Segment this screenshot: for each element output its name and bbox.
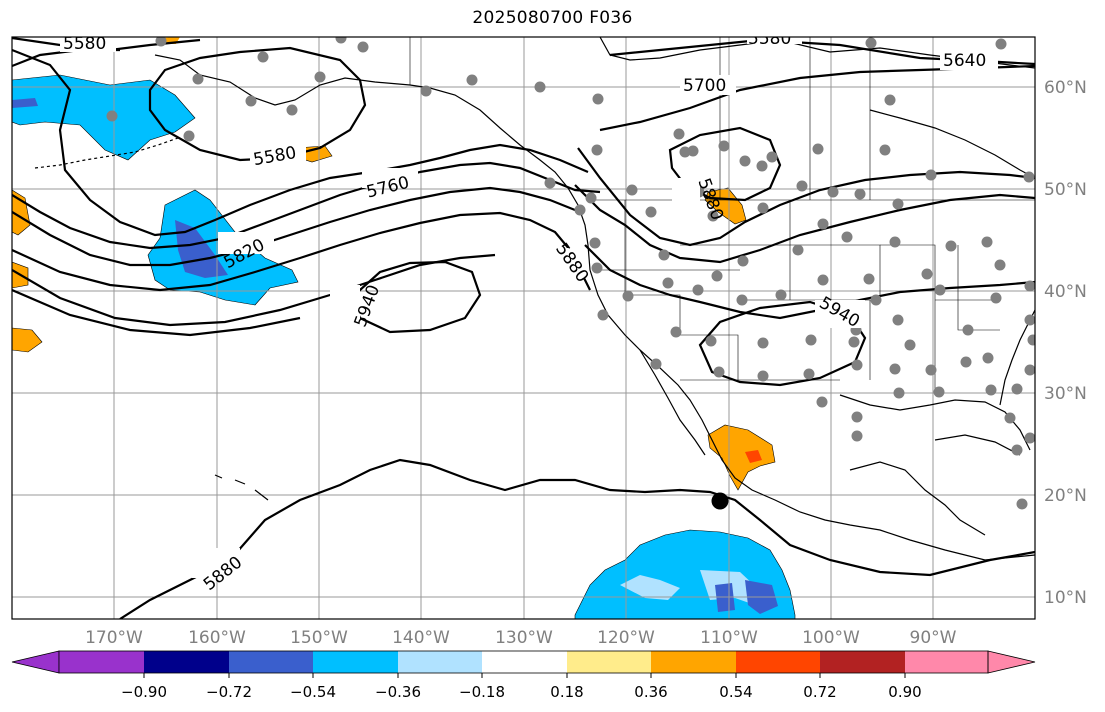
colorbar-bin bbox=[736, 651, 820, 673]
lat-label: 20°N bbox=[1044, 486, 1087, 506]
lat-label: 10°N bbox=[1044, 588, 1087, 608]
lat-label: 60°N bbox=[1044, 78, 1087, 98]
contour-label: 5580 bbox=[63, 34, 106, 54]
colorbar-tick-label: −0.72 bbox=[206, 683, 252, 701]
lon-label: 150°W bbox=[290, 628, 348, 648]
colorbar-tick-label: 0.90 bbox=[888, 683, 921, 701]
colorbar-tick-label: 0.18 bbox=[550, 683, 583, 701]
colorbar-tick-label: 0.54 bbox=[719, 683, 752, 701]
colorbar-bin bbox=[144, 651, 229, 673]
colorbar-bin bbox=[59, 651, 144, 673]
lon-label: 90°W bbox=[910, 628, 957, 648]
colorbar-bin bbox=[482, 651, 567, 673]
colorbar-bin bbox=[313, 651, 398, 673]
longitude-labels: 170°W 160°W 150°W 140°W 130°W 120°W 110°… bbox=[85, 628, 957, 648]
colorbar-tick-label: 0.72 bbox=[803, 683, 836, 701]
colorbar-tick-label: −0.18 bbox=[459, 683, 505, 701]
colorbar: −0.90 −0.72 −0.54 −0.36 −0.18 0.18 0.36 … bbox=[11, 650, 1036, 701]
contour-label: 5700 bbox=[683, 76, 726, 96]
contour-label: 5640 bbox=[943, 51, 986, 71]
colorbar-bin bbox=[651, 651, 736, 673]
colorbar-bin bbox=[229, 651, 313, 673]
colorbar-bin bbox=[905, 651, 988, 673]
lat-label: 50°N bbox=[1044, 180, 1087, 200]
contour-labels: 5580 5580 5640 5700 5760 5820 5880 5940 … bbox=[60, 29, 998, 595]
colorbar-bin bbox=[567, 651, 651, 673]
map-content: 5580 5580 5640 5700 5760 5820 5880 5940 … bbox=[12, 29, 1035, 619]
lon-label: 120°W bbox=[597, 628, 655, 648]
lat-label: 40°N bbox=[1044, 282, 1087, 302]
lon-label: 140°W bbox=[392, 628, 450, 648]
latitude-labels: 60°N 50°N 40°N 30°N 20°N 10°N bbox=[1044, 78, 1087, 608]
lon-label: 170°W bbox=[85, 628, 143, 648]
colorbar-tick-label: −0.54 bbox=[290, 683, 336, 701]
contour-label: 5580 bbox=[748, 29, 791, 49]
colorbar-tick-label: −0.36 bbox=[375, 683, 421, 701]
colorbar-tick-label: −0.90 bbox=[121, 683, 167, 701]
lon-label: 130°W bbox=[495, 628, 553, 648]
lon-label: 160°W bbox=[188, 628, 246, 648]
lon-label: 110°W bbox=[700, 628, 758, 648]
map-title: 2025080700 F036 bbox=[472, 8, 633, 28]
storm-center-dot bbox=[711, 492, 729, 510]
lon-label: 100°W bbox=[802, 628, 860, 648]
colorbar-bin bbox=[820, 651, 905, 673]
map-border bbox=[11, 36, 1036, 620]
lat-label: 30°N bbox=[1044, 384, 1087, 404]
colorbar-tick-label: 0.36 bbox=[634, 683, 667, 701]
colorbar-bin bbox=[398, 651, 482, 673]
colorbar-extend-low bbox=[11, 650, 60, 674]
colorbar-extend-high bbox=[987, 650, 1036, 674]
